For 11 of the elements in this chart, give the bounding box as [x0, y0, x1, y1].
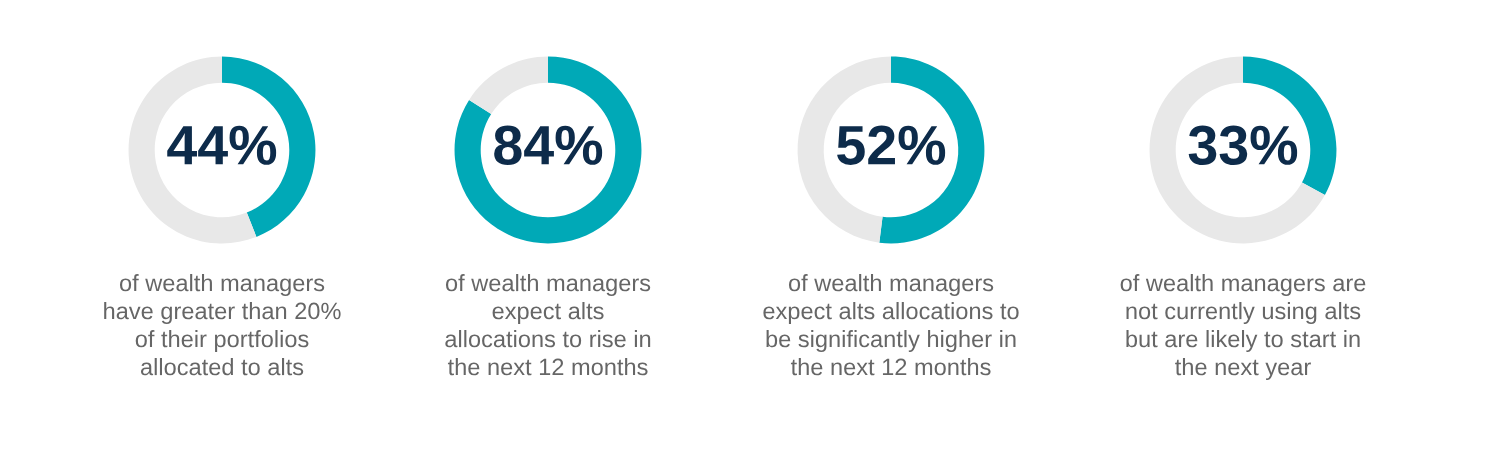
text: of wealth managers are not currently using alts but are likely to start in the next year: [1120, 274, 1366, 381]
donut-slice: [454, 56, 642, 244]
data-label: 44%: [167, 125, 277, 165]
text: of wealth managers have greater than 20% of their portfolios allocated to alts: [104, 274, 341, 376]
donut-slice: [1149, 56, 1325, 244]
data-label: 84%: [494, 125, 603, 165]
data-label: 33%: [1188, 125, 1298, 165]
text: of wealth managers expect alts allocations to rise in the next 12 months: [445, 274, 651, 376]
text: of wealth managers expect alts allocations to be significantly higher in the next 12 months: [763, 274, 1019, 376]
donut-slice: [469, 56, 548, 114]
data-label: 52%: [837, 125, 946, 165]
